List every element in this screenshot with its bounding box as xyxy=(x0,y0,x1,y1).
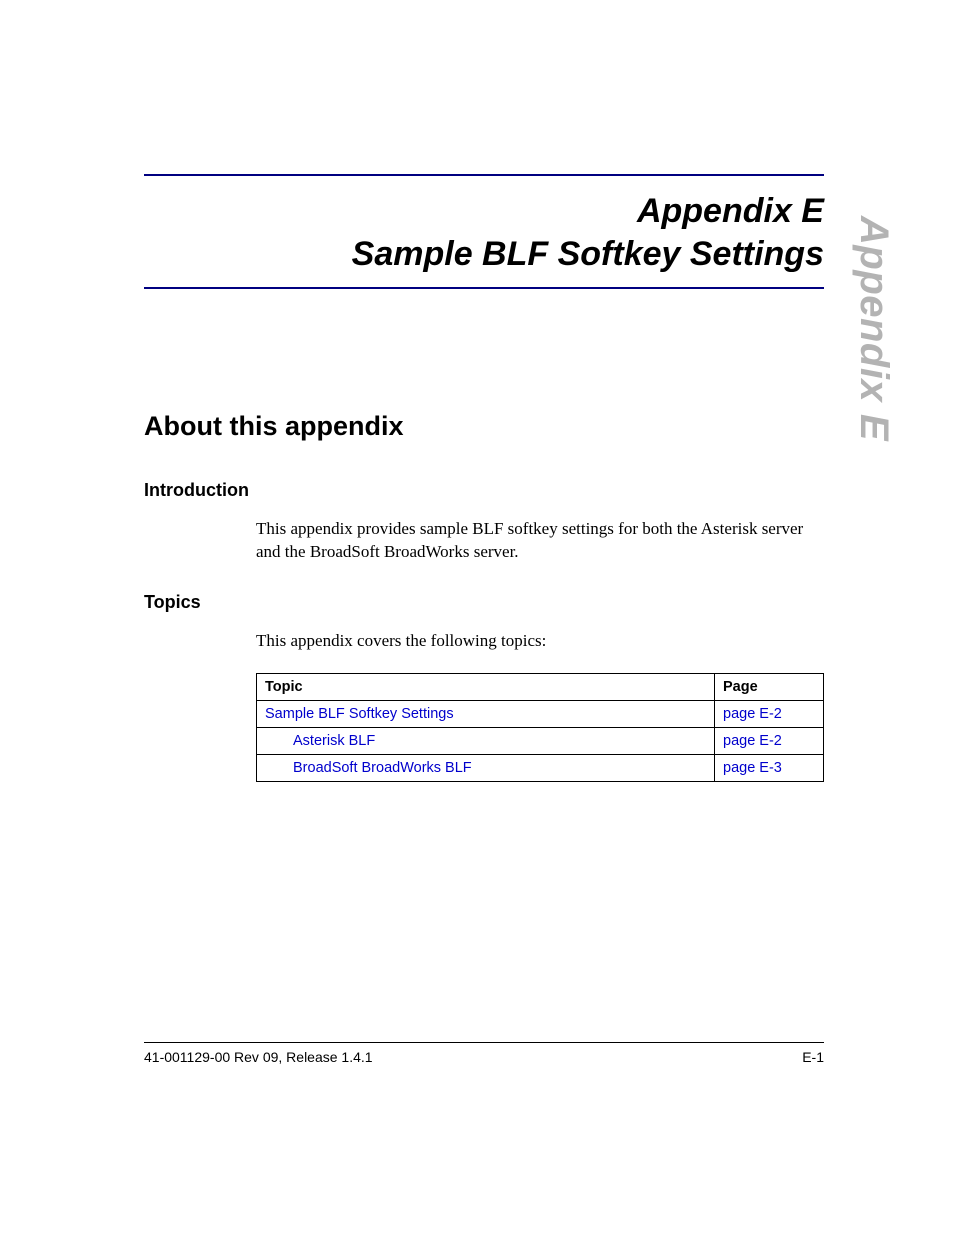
footer-left: 41-001129-00 Rev 09, Release 1.4.1 xyxy=(144,1049,373,1065)
table-cell-topic: BroadSoft BroadWorks BLF xyxy=(257,754,715,781)
topic-link[interactable]: Asterisk BLF xyxy=(265,733,375,749)
title-underline-rule xyxy=(144,287,824,289)
title-block: Appendix E Sample BLF Softkey Settings xyxy=(144,190,824,275)
footer: 41-001129-00 Rev 09, Release 1.4.1 E-1 xyxy=(144,1042,824,1065)
table-header-page: Page xyxy=(715,673,824,700)
table-cell-page: page E-2 xyxy=(715,727,824,754)
footer-rule xyxy=(144,1042,824,1043)
footer-row: 41-001129-00 Rev 09, Release 1.4.1 E-1 xyxy=(144,1049,824,1065)
topics-heading: Topics xyxy=(144,592,824,613)
table-cell-page: page E-3 xyxy=(715,754,824,781)
topics-table: Topic Page Sample BLF Softkey Settings p… xyxy=(256,673,824,782)
table-row: Sample BLF Softkey Settings page E-2 xyxy=(257,700,824,727)
introduction-body-wrap: This appendix provides sample BLF softke… xyxy=(256,518,824,564)
topics-body-wrap: This appendix covers the following topic… xyxy=(256,630,824,782)
table-cell-page: page E-2 xyxy=(715,700,824,727)
table-cell-topic: Asterisk BLF xyxy=(257,727,715,754)
page: Appendix E Appendix E Sample BLF Softkey… xyxy=(0,0,954,1235)
table-header-row: Topic Page xyxy=(257,673,824,700)
page-link[interactable]: page E-2 xyxy=(723,733,782,749)
table-row: BroadSoft BroadWorks BLF page E-3 xyxy=(257,754,824,781)
page-link[interactable]: page E-3 xyxy=(723,760,782,776)
topic-link[interactable]: Sample BLF Softkey Settings xyxy=(265,706,454,722)
title-line-1: Appendix E xyxy=(144,190,824,233)
top-rule xyxy=(144,174,824,176)
table-row: Asterisk BLF page E-2 xyxy=(257,727,824,754)
table-cell-topic: Sample BLF Softkey Settings xyxy=(257,700,715,727)
topics-body: This appendix covers the following topic… xyxy=(256,630,824,653)
title-line-2: Sample BLF Softkey Settings xyxy=(144,233,824,276)
about-heading: About this appendix xyxy=(144,411,824,442)
content-area: Appendix E Sample BLF Softkey Settings A… xyxy=(144,174,824,782)
introduction-heading: Introduction xyxy=(144,480,824,501)
side-tab-label: Appendix E xyxy=(851,216,896,441)
topic-link[interactable]: BroadSoft BroadWorks BLF xyxy=(265,760,472,776)
page-link[interactable]: page E-2 xyxy=(723,706,782,722)
introduction-body: This appendix provides sample BLF softke… xyxy=(256,518,824,564)
table-header-topic: Topic xyxy=(257,673,715,700)
footer-right: E-1 xyxy=(802,1049,824,1065)
